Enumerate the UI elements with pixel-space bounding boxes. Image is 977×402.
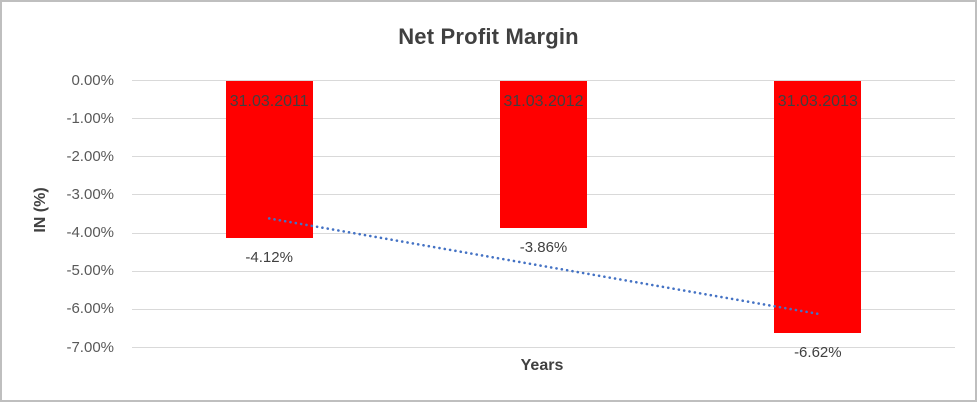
y-tick-label: -4.00% [66, 224, 114, 242]
y-tick-label: -6.00% [66, 300, 114, 318]
y-tick-label: -3.00% [66, 185, 114, 203]
y-tick-label: 0.00% [71, 71, 114, 89]
chart-title: Net Profit Margin [398, 24, 579, 49]
bar: 31.03.2011 [225, 80, 313, 238]
bar-value-label: -4.12% [245, 248, 293, 266]
bar-value-label: -3.86% [519, 238, 568, 256]
gridline [132, 347, 955, 348]
y-tick-label: -1.00% [66, 109, 114, 127]
bar: 31.03.2012 [500, 80, 587, 228]
y-tick-label: -5.00% [66, 262, 114, 280]
bar-category-label: 31.03.2012 [503, 92, 584, 110]
x-axis-title: Years [520, 357, 564, 374]
bar-category-label: 31.03.2013 [777, 92, 858, 110]
y-tick-label: -2.00% [66, 147, 114, 165]
y-tick-label: -7.00% [66, 338, 114, 356]
bar-category-label: 31.03.2011 [229, 92, 309, 110]
bar: 31.03.2013 [774, 80, 862, 333]
bar-value-label: -6.62% [794, 344, 842, 361]
